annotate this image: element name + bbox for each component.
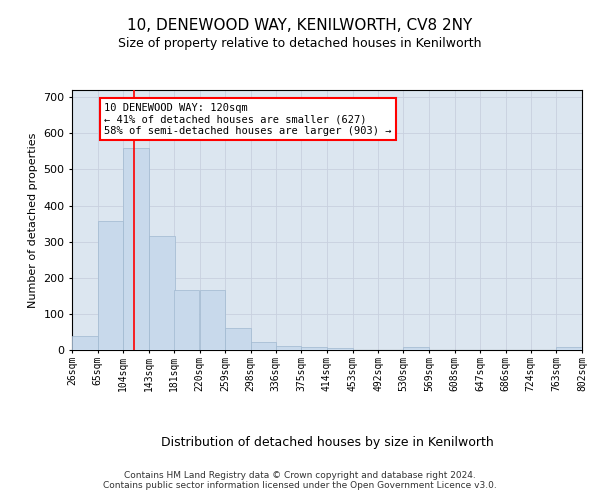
Text: Contains HM Land Registry data © Crown copyright and database right 2024.
Contai: Contains HM Land Registry data © Crown c…: [103, 470, 497, 490]
Bar: [174, 290, 199, 350]
Text: Size of property relative to detached houses in Kenilworth: Size of property relative to detached ho…: [118, 38, 482, 51]
Bar: [403, 348, 429, 350]
Bar: [225, 328, 251, 350]
Bar: [327, 348, 353, 350]
Bar: [276, 346, 301, 350]
Text: Distribution of detached houses by size in Kenilworth: Distribution of detached houses by size …: [161, 436, 493, 449]
Y-axis label: Number of detached properties: Number of detached properties: [28, 132, 38, 308]
Bar: [556, 348, 582, 350]
Bar: [199, 290, 225, 350]
Bar: [301, 348, 327, 350]
Text: 10, DENEWOOD WAY, KENILWORTH, CV8 2NY: 10, DENEWOOD WAY, KENILWORTH, CV8 2NY: [127, 18, 473, 32]
Bar: [149, 236, 175, 350]
Text: 10 DENEWOOD WAY: 120sqm
← 41% of detached houses are smaller (627)
58% of semi-d: 10 DENEWOOD WAY: 120sqm ← 41% of detache…: [104, 102, 392, 136]
Bar: [123, 148, 149, 350]
Bar: [72, 336, 98, 350]
Bar: [98, 221, 123, 350]
Bar: [251, 342, 277, 350]
